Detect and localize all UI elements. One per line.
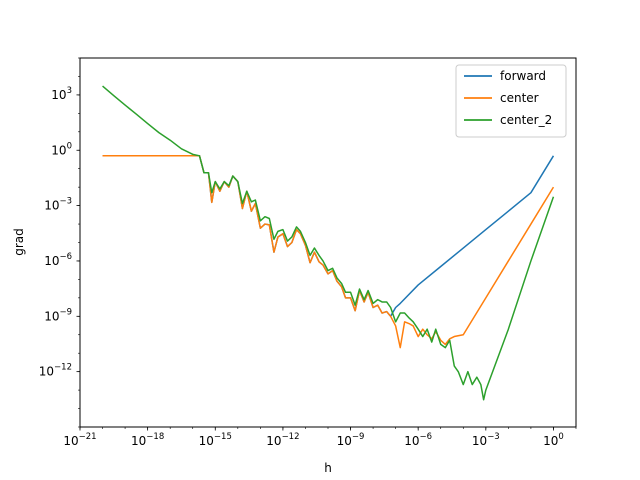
- legend-frame: [455, 64, 567, 138]
- legend: forward center center_2: [455, 64, 567, 138]
- series-line-center: [102, 155, 555, 349]
- y-axis-label: grad: [12, 228, 26, 256]
- x-axis-label: h: [324, 461, 332, 475]
- legend-label: forward: [500, 69, 546, 83]
- legend-label: center_2: [500, 113, 552, 127]
- series-line-center_2: [102, 85, 555, 401]
- legend-label: center: [500, 91, 539, 105]
- series-layer: [102, 85, 555, 401]
